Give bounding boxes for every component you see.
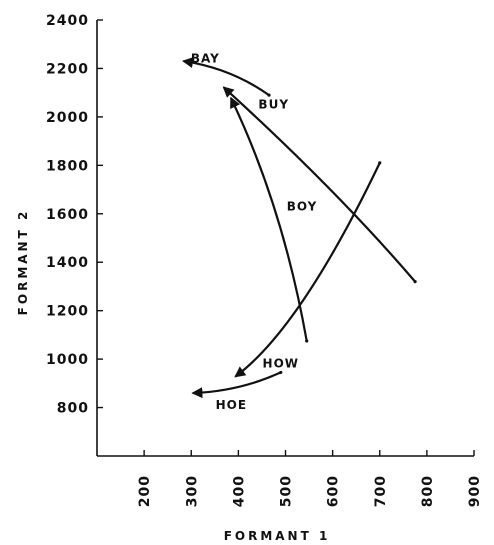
series-bay-start-point	[267, 93, 271, 97]
y-tick-label: 800	[57, 401, 89, 417]
y-axis-label: FORMANT 2	[16, 209, 30, 316]
x-tick-label: 800	[420, 475, 436, 507]
series-boy-label: BOY	[287, 199, 318, 213]
y-tick-label: 2200	[46, 61, 89, 77]
series-hoe-path	[191, 371, 282, 399]
series-boy-path	[230, 96, 308, 343]
axes: 800 1000 1200 1400 1600 1800 2000 2200 2400 200 30…	[46, 13, 483, 507]
x-axis-label: FORMANT 1	[224, 529, 331, 543]
series-buy-label: BUY	[258, 98, 289, 112]
y-tick-label: 2400	[46, 13, 89, 29]
x-tick-label: 900	[467, 475, 483, 507]
series-how-label: HOW	[263, 357, 299, 371]
y-tick-label: 2000	[46, 110, 89, 126]
series-how-path	[234, 161, 381, 378]
y-tick-label: 1400	[46, 255, 89, 271]
x-tick-label: 700	[373, 475, 389, 507]
series-hoe-label: HOE	[216, 398, 247, 412]
x-tick-label: 500	[279, 475, 295, 507]
y-tick-label: 1200	[46, 304, 89, 320]
series-hoe-start-point	[279, 370, 283, 375]
series-boy-start-point	[305, 339, 309, 343]
y-tick-label: 1800	[46, 158, 89, 174]
series-bay-label: BAY	[191, 52, 220, 66]
series-how-start-point	[378, 161, 382, 165]
series-buy-path	[222, 86, 417, 283]
y-tick-label: 1000	[46, 352, 89, 368]
x-tick-label: 200	[137, 475, 153, 507]
x-tick-label: 400	[231, 475, 247, 507]
x-tick-label: 600	[326, 475, 342, 507]
series-layer: BAY BUY BOY HOW HOE	[182, 52, 417, 412]
y-tick-label: 1600	[46, 207, 89, 223]
series-buy-start-point	[413, 280, 417, 284]
x-tick-label: 300	[184, 475, 200, 507]
series-bay-path	[182, 57, 271, 97]
